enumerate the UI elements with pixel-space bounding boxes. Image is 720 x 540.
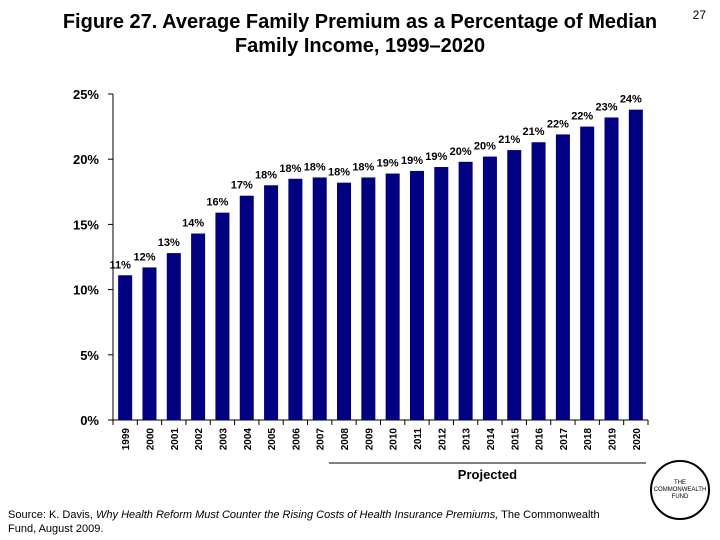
source-note: Source: K. Davis, Why Health Reform Must… — [8, 508, 608, 536]
source-suffix: The Commonwealth Fund, August 2009. — [8, 509, 600, 535]
data-label: 19% — [401, 155, 423, 167]
data-label: 18% — [352, 161, 374, 173]
data-label: 24% — [620, 94, 642, 106]
x-tick-label: 2000 — [145, 428, 156, 451]
bar-2016 — [531, 142, 546, 421]
x-tick-label: 2002 — [194, 428, 205, 451]
y-tick-label: 10% — [73, 283, 99, 298]
data-label: 18% — [304, 161, 326, 173]
bar-2019 — [604, 117, 619, 421]
commonwealth-fund-logo: THE COMMONWEALTH FUND — [650, 460, 710, 520]
y-tick-label: 0% — [80, 413, 99, 428]
bar-2018 — [580, 126, 595, 420]
x-tick-label: 2001 — [170, 428, 181, 451]
x-tick-label: 2009 — [364, 428, 375, 451]
source-prefix: Source: K. Davis, — [8, 509, 97, 521]
x-tick-label: 2005 — [267, 428, 278, 451]
x-tick-label: 2008 — [340, 428, 351, 451]
y-tick-label: 5% — [80, 348, 99, 363]
x-tick-label: 2007 — [316, 428, 327, 451]
bar-2006 — [288, 178, 303, 420]
x-tick-label: 2006 — [291, 428, 302, 451]
bar-2000 — [142, 267, 157, 420]
data-label: 20% — [474, 141, 496, 153]
bar-1999 — [118, 275, 133, 420]
x-tick-label: 2014 — [486, 428, 497, 451]
bar-2007 — [312, 177, 327, 420]
data-label: 22% — [571, 111, 593, 123]
projected-label: Projected — [458, 467, 517, 482]
x-tick-label: 2013 — [462, 428, 473, 451]
x-tick-label: 2003 — [218, 428, 229, 451]
data-label: 23% — [596, 101, 618, 113]
data-label: 12% — [133, 251, 155, 263]
bar-2014 — [482, 156, 497, 421]
data-label: 19% — [377, 158, 399, 170]
bar-2010 — [385, 173, 400, 420]
x-tick-label: 2015 — [510, 428, 521, 451]
data-label: 18% — [255, 169, 277, 181]
x-tick-label: 2016 — [535, 428, 546, 451]
bar-2003 — [215, 212, 230, 420]
y-tick-label: 25% — [73, 87, 99, 102]
bar-2005 — [264, 185, 279, 420]
bar-2020 — [628, 109, 643, 420]
data-label: 18% — [279, 163, 301, 175]
source-title: Why Health Reform Must Counter the Risin… — [96, 509, 499, 521]
data-label: 21% — [498, 134, 520, 146]
x-tick-label: 2004 — [243, 428, 254, 451]
data-label: 13% — [158, 237, 180, 249]
data-label: 16% — [206, 197, 228, 209]
bar-2012 — [434, 167, 449, 420]
x-tick-label: 2010 — [389, 428, 400, 451]
bar-2002 — [191, 233, 206, 420]
data-label: 18% — [328, 167, 350, 179]
x-tick-label: 2011 — [413, 428, 424, 450]
bar-2009 — [361, 177, 376, 420]
bar-2017 — [555, 134, 570, 420]
bar-2015 — [507, 150, 522, 420]
data-label: 17% — [231, 180, 253, 192]
x-tick-label: 2012 — [437, 428, 448, 451]
x-tick-label: 2020 — [632, 428, 643, 451]
data-label: 22% — [547, 118, 569, 130]
page-number: 27 — [692, 8, 706, 22]
data-label: 11% — [109, 259, 131, 271]
bar-2008 — [337, 182, 352, 420]
logo-text: THE COMMONWEALTH FUND — [653, 479, 707, 500]
chart-title: Figure 27. Average Family Premium as a P… — [62, 11, 658, 57]
x-tick-label: 2018 — [583, 428, 594, 451]
data-label: 20% — [450, 146, 472, 158]
data-label: 21% — [523, 126, 545, 138]
x-tick-label: 2019 — [608, 428, 619, 451]
bar-2013 — [458, 161, 473, 421]
data-label: 14% — [182, 218, 204, 230]
x-tick-label: 2017 — [559, 428, 570, 451]
bar-2004 — [239, 195, 254, 420]
x-tick-label: 1999 — [121, 428, 132, 451]
bar-2011 — [409, 170, 424, 420]
y-tick-label: 20% — [73, 152, 99, 167]
bar-2001 — [166, 253, 181, 420]
y-tick-label: 15% — [73, 217, 99, 232]
data-label: 19% — [425, 151, 447, 163]
